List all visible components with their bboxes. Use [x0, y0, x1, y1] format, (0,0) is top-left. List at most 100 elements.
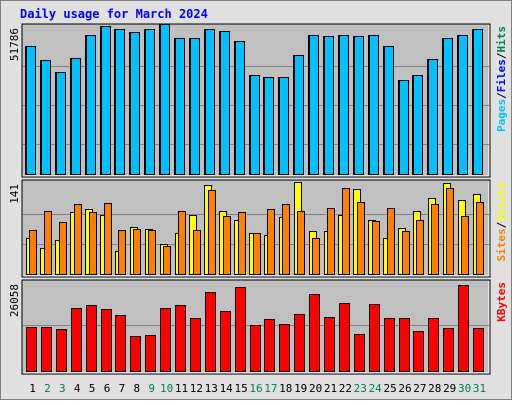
x-tick-day-19: 19 — [294, 382, 307, 395]
bar-sites-day-undefined — [357, 202, 365, 275]
x-tick-day-26: 26 — [398, 382, 411, 395]
bar-pages-day-18 — [279, 77, 289, 175]
x-tick-day-22: 22 — [339, 382, 352, 395]
x-tick-day-16: 16 — [249, 382, 262, 395]
bar-pages-day-15 — [235, 41, 245, 175]
bar-sites-day-undefined — [446, 188, 454, 275]
bar-pages-day-7 — [115, 29, 125, 175]
bar-sites-day-undefined — [416, 220, 424, 275]
bar-kbytes-day-undefined — [220, 311, 231, 372]
x-tick-day-24: 24 — [369, 382, 383, 395]
bar-pages-day-9 — [145, 29, 155, 175]
bar-pages-day-21 — [324, 36, 334, 175]
legend-part: Sites — [495, 228, 508, 261]
bar-sites-day-undefined — [312, 238, 320, 275]
bar-sites-day-undefined — [402, 231, 410, 275]
series-legend: KBytes — [495, 282, 508, 322]
x-tick-day-2: 2 — [44, 382, 51, 395]
bar-kbytes-day-undefined — [205, 292, 216, 372]
legend-part: Hits — [495, 26, 508, 53]
x-tick-day-9: 9 — [148, 382, 155, 395]
x-tick-day-10: 10 — [160, 382, 173, 395]
x-tick-day-25: 25 — [383, 382, 396, 395]
bar-pages-day-6 — [101, 26, 111, 175]
bar-pages-day-5 — [86, 35, 96, 175]
bar-kbytes-day-undefined — [190, 318, 201, 372]
y-tick-label: 141 — [8, 184, 21, 204]
bar-kbytes-day-undefined — [428, 318, 439, 372]
x-tick-day-8: 8 — [133, 382, 140, 395]
bar-kbytes-day-undefined — [41, 327, 52, 372]
x-tick-day-13: 13 — [205, 382, 218, 395]
bar-kbytes-day-undefined — [473, 328, 484, 372]
bar-kbytes-day-undefined — [71, 308, 82, 372]
x-tick-day-1: 1 — [29, 382, 36, 395]
bar-kbytes-day-undefined — [26, 327, 37, 372]
bar-pages-day-27 — [413, 75, 423, 175]
x-tick-day-3: 3 — [59, 382, 66, 395]
y-tick-label: 26058 — [8, 284, 21, 317]
legend-part: Pages — [495, 99, 508, 132]
bar-kbytes-day-undefined — [145, 335, 156, 372]
bar-pages-day-11 — [175, 38, 185, 175]
bar-pages-day-25 — [384, 46, 394, 175]
series-legend: Pages/Files/Hits — [495, 26, 508, 132]
x-tick-day-21: 21 — [324, 382, 337, 395]
bar-pages-day-17 — [264, 77, 274, 175]
bar-pages-day-20 — [309, 35, 319, 175]
bar-pages-day-8 — [130, 32, 140, 175]
bar-sites-day-undefined — [148, 230, 156, 275]
bar-kbytes-day-undefined — [160, 308, 171, 372]
bar-sites-day-undefined — [178, 211, 186, 275]
bar-sites-day-undefined — [387, 208, 395, 275]
x-tick-day-14: 14 — [220, 382, 234, 395]
bar-kbytes-day-undefined — [354, 334, 365, 372]
x-tick-day-18: 18 — [279, 382, 292, 395]
x-tick-day-7: 7 — [119, 382, 126, 395]
bar-sites-day-undefined — [327, 208, 335, 275]
bar-kbytes-day-undefined — [294, 314, 305, 372]
bar-kbytes-day-undefined — [413, 331, 424, 372]
bar-sites-day-undefined — [297, 211, 305, 275]
bar-kbytes-day-undefined — [86, 305, 97, 372]
bar-kbytes-day-undefined — [339, 303, 350, 372]
bar-pages-day-3 — [56, 72, 66, 175]
x-tick-day-15: 15 — [234, 382, 247, 395]
bar-pages-day-23 — [354, 36, 364, 175]
bar-sites-day-undefined — [133, 229, 141, 275]
bar-kbytes-day-undefined — [250, 325, 261, 372]
x-tick-day-20: 20 — [309, 382, 322, 395]
bar-sites-day-undefined — [238, 212, 246, 275]
bar-kbytes-day-undefined — [458, 285, 469, 372]
bar-sites-day-undefined — [476, 202, 484, 275]
bar-pages-day-14 — [220, 31, 230, 175]
bar-kbytes-day-undefined — [443, 328, 454, 372]
bar-sites-day-undefined — [208, 190, 216, 275]
bar-kbytes-day-undefined — [56, 329, 67, 372]
legend-part: Visits — [495, 182, 508, 222]
bar-sites-day-undefined — [74, 204, 82, 275]
bar-kbytes-day-undefined — [235, 287, 246, 372]
bar-pages-day-10 — [160, 24, 170, 175]
x-tick-day-11: 11 — [175, 382, 188, 395]
x-tick-day-28: 28 — [428, 382, 441, 395]
bar-pages-day-13 — [205, 29, 215, 175]
bar-pages-day-26 — [399, 80, 409, 175]
bar-sites-day-undefined — [59, 222, 67, 275]
bar-sites-day-undefined — [118, 230, 126, 275]
bar-kbytes-day-undefined — [101, 309, 112, 372]
bar-pages-day-2 — [41, 60, 51, 175]
bar-pages-day-30 — [458, 35, 468, 175]
legend-part: / — [495, 221, 508, 228]
bar-kbytes-day-undefined — [264, 319, 275, 372]
bar-pages-day-31 — [473, 29, 483, 175]
x-tick-day-23: 23 — [354, 382, 367, 395]
x-tick-day-30: 30 — [458, 382, 471, 395]
bar-sites-day-undefined — [223, 216, 231, 275]
x-tick-day-4: 4 — [74, 382, 81, 395]
bar-pages-day-28 — [428, 59, 438, 175]
chart-title: Daily usage for March 2024 — [20, 7, 208, 21]
